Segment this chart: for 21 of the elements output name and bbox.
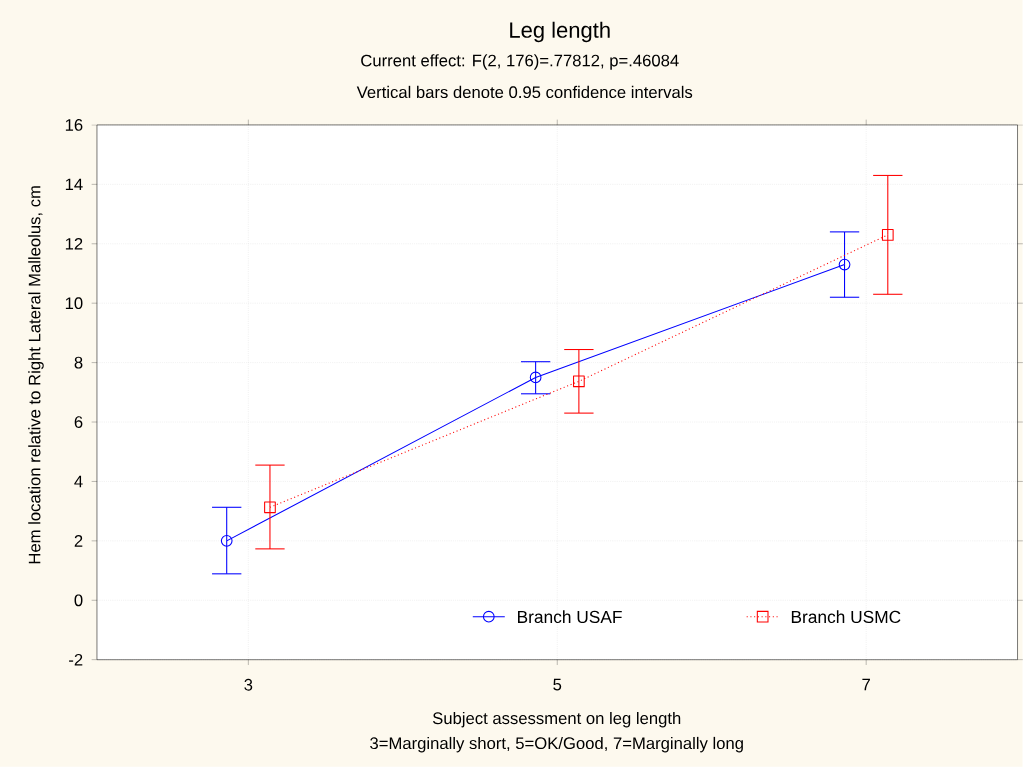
legend-label: Branch USMC — [791, 610, 901, 624]
y-tick-label: 6 — [74, 416, 83, 429]
chart-title: Leg length — [510, 21, 610, 43]
y-tick-label: 0 — [74, 594, 83, 607]
x-tick-label: 3 — [244, 679, 253, 691]
text: 3=Marginally short, 5=OK/Good, 7=Marginally long — [370, 737, 743, 753]
y-tick-label: -2 — [69, 654, 83, 666]
x-tick-label: 7 — [862, 679, 870, 691]
y-tick-label: 10 — [65, 297, 83, 310]
y-axis-title: Hem location relative to Right Lateral Malleolus, cm — [28, 186, 44, 564]
chart-subtitle: Current effect: F(2, 176)=.77812, p=.46084 — [361, 54, 679, 70]
y-tick-label: 12 — [65, 238, 83, 250]
y-tick-label: 14 — [65, 178, 83, 191]
y-tick-label: 16 — [65, 119, 83, 132]
y-tick-label: 2 — [74, 535, 83, 547]
y-tick-label: 8 — [74, 356, 83, 369]
y-tick-label: 4 — [74, 475, 83, 488]
x-tick-label: 5 — [553, 679, 562, 691]
legend-label: Branch USAF — [518, 610, 622, 624]
text: Vertical bars denote 0.95 confidence intervals — [356, 85, 693, 99]
x-axis-title: Subject assessment on leg length — [432, 712, 681, 728]
